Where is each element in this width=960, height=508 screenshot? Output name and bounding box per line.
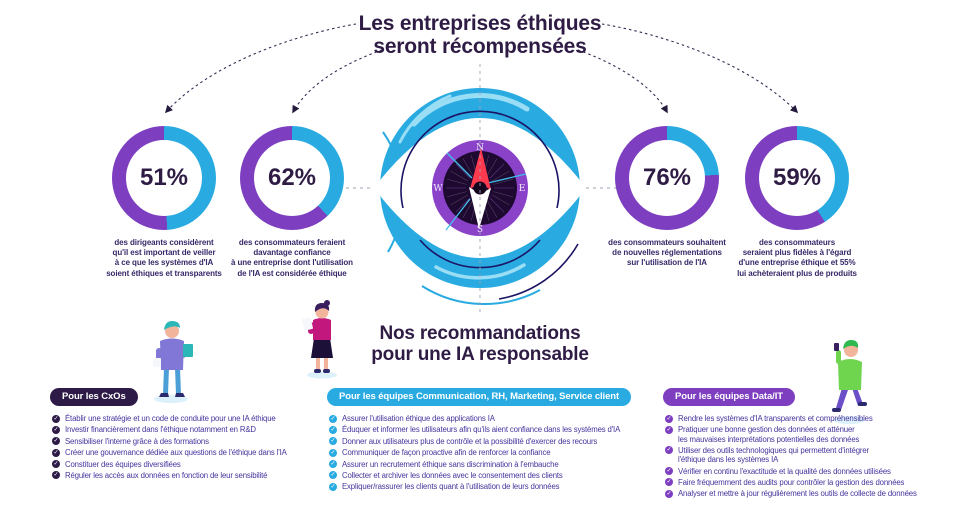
check-icon: ✓ (665, 478, 673, 487)
data-it-list: ✓ Rendre les systèmes d'IA transparents e… (665, 414, 917, 498)
recommendation-item: ✓ Vérifier en continu l'exactitude et la … (665, 466, 891, 476)
stat-caption-2: des consommateurs feraient davantage con… (231, 238, 353, 278)
compass-south-label: S (477, 225, 483, 235)
check-icon: ✓ (665, 425, 673, 434)
check-icon: ✓ (665, 414, 673, 423)
compass-center-dot (473, 181, 487, 195)
recommendations-title: Nos recommandations pour une IA responsa… (320, 323, 640, 365)
stat-value: 51% (139, 164, 189, 191)
recommendation-item: ✓ Pratiquer une bonne gestion des données… (665, 425, 860, 444)
recommendation-item: ✓ Utiliser des outils technologiques qui … (665, 445, 869, 465)
check-icon: ✓ (52, 448, 60, 457)
page-title-line2: seront récompensées (373, 35, 587, 59)
recommendation-item: ✓ Analyser et mettre à jour régulièrement… (665, 489, 917, 499)
check-icon: ✓ (665, 489, 673, 498)
donut-chart-3: 76% (615, 126, 719, 230)
recommendation-item: ✓ Communiquer de façon proactive afin de … (329, 448, 551, 458)
check-icon: ✓ (329, 482, 337, 491)
recommendation-item: ✓ Établir une stratégie et un code de con… (52, 414, 276, 423)
check-icon: ✓ (52, 437, 60, 446)
donut-hole (254, 140, 330, 216)
donut-hole (126, 140, 202, 216)
compass-east-label: E (519, 184, 526, 194)
arrow-to-donut-2 (292, 49, 383, 114)
page-title: Les entreprises éthiques seront récompen… (250, 12, 710, 58)
check-icon: ✓ (52, 460, 60, 468)
donut-chart-4: 59% (745, 126, 849, 230)
donut-hole (759, 140, 835, 216)
compass-west-label: W (433, 184, 443, 194)
check-icon: ✓ (329, 471, 337, 480)
donut-hole (629, 140, 705, 216)
person-walking-illustration (832, 340, 867, 424)
check-icon: ✓ (52, 471, 60, 480)
eye-illustration: N E S W (346, 64, 618, 312)
column-data-it-badge: Pour les équipes Data/IT (663, 388, 795, 406)
recommendation-item: ✓ Collecter et archiver les données avec … (329, 470, 563, 480)
stat-value: 59% (772, 164, 822, 191)
check-icon: ✓ (329, 414, 337, 423)
stat-caption-3: des consommateurs souhaitent de nouvelle… (608, 238, 726, 268)
recommendation-item: ✓ Donner aux utilisateurs plus de contrôl… (329, 436, 598, 446)
recommendation-item: ✓ Expliquer/rassurer les clients quant à … (329, 482, 560, 492)
column-communication: Pour les équipes Communication, RH, Mark… (327, 386, 632, 494)
stat-value: 76% (642, 164, 692, 191)
recommendation-item: ✓ Assurer un recrutement éthique sans dis… (329, 459, 559, 469)
recommendations-title-line1: Nos recommandations (379, 323, 581, 344)
recommendation-item: ✓ Constituer des équipes diversifiées (52, 459, 181, 469)
check-icon: ✓ (665, 446, 673, 455)
recommendation-item: ✓ Créer une gouvernance dédiée aux questi… (52, 448, 287, 458)
recommendation-item: ✓ Assurer l'utilisation éthique des appli… (329, 414, 495, 423)
check-icon: ✓ (329, 437, 337, 446)
check-icon: ✓ (329, 460, 337, 468)
column-cxos-badge: Pour les CxOs (50, 388, 138, 406)
check-icon: ✓ (52, 414, 60, 423)
check-icon: ✓ (52, 425, 60, 434)
donut-chart-1: 51% (112, 126, 216, 230)
arrow-to-donut-1 (164, 23, 357, 114)
recommendation-item: ✓ Réguler les accès aux données en foncti… (52, 470, 268, 480)
check-icon: ✓ (329, 425, 337, 434)
dashed-arrows (164, 23, 799, 114)
arrow-to-donut-3 (601, 23, 799, 114)
crosshair-dashes (346, 64, 618, 312)
arrow-to-donut-4 (577, 49, 668, 114)
recommendation-item: ✓ Éduquer et informer les utilisateurs af… (329, 425, 621, 435)
donut-chart-2: 62% (240, 126, 344, 230)
column-cxos: Pour les CxOs ✓ Établir une stratégie et … (50, 386, 287, 482)
check-icon: ✓ (665, 467, 673, 475)
person-tablet-illustration (302, 300, 337, 379)
recommendation-item: ✓ Investir financièrement dans l'éthique … (52, 425, 256, 435)
needle-north (470, 148, 491, 190)
cxos-list: ✓ Établir une stratégie et un code de con… (52, 414, 287, 480)
communication-list: ✓ Assurer l'utilisation éthique des appli… (329, 414, 631, 491)
recommendation-item: ✓ Sensibiliser l'interne grâce à des form… (52, 436, 209, 446)
needle-south (469, 187, 491, 229)
recommendations-title-line2: pour une IA responsable (371, 343, 589, 365)
page-title-line1: Les entreprises éthiques (358, 12, 602, 35)
column-communication-badge: Pour les équipes Communication, RH, Mark… (327, 388, 632, 406)
compass: N E S W (432, 140, 528, 236)
column-data-it: Pour les équipes Data/IT ✓ Rendre les sys… (663, 386, 917, 501)
stat-caption-1: des dirigeants considèrent qu'il est imp… (106, 238, 222, 278)
check-icon: ✓ (329, 448, 337, 457)
stat-caption-4: des consommateurs seraient plus fidèles … (737, 238, 857, 278)
recommendation-item: ✓ Rendre les systèmes d'IA transparents e… (665, 414, 873, 423)
recommendation-item: ✓ Faire fréquemment des audits pour contr… (665, 477, 905, 487)
stat-value: 62% (267, 164, 317, 191)
person-reading-illustration (153, 321, 193, 403)
